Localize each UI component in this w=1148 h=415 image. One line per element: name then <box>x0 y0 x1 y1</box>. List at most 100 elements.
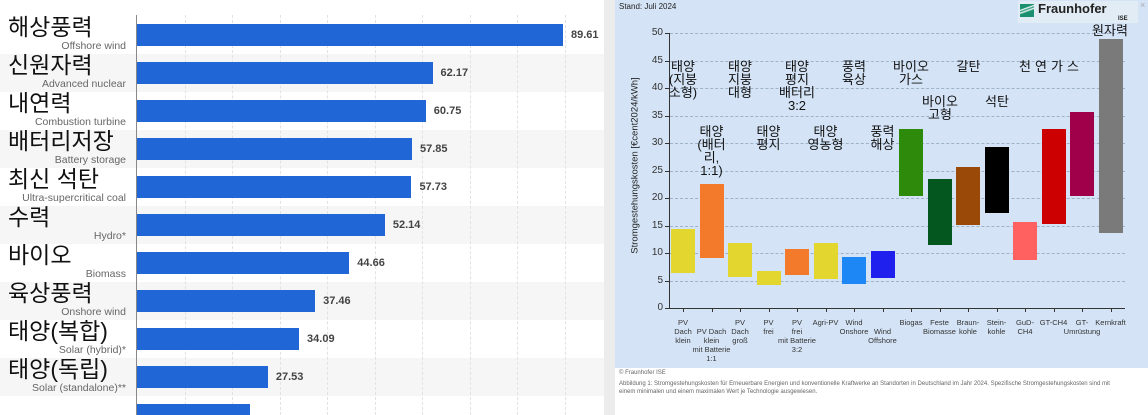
x-tick <box>1082 308 1083 312</box>
category-label: Combustion turbine <box>34 116 126 128</box>
bar[interactable] <box>137 328 300 350</box>
label-line: 바이오 <box>893 59 929 74</box>
label-line: CH4 <box>1017 327 1033 336</box>
label-line: 태양 <box>728 59 752 74</box>
gridline <box>422 15 424 415</box>
bar[interactable] <box>137 404 251 415</box>
range-bar[interactable] <box>728 242 752 277</box>
label-line: 태양 <box>756 124 781 139</box>
x-tick-label: GT- Umrüstung <box>1064 318 1101 336</box>
label-line: 스 <box>1067 59 1079 74</box>
range-bar[interactable] <box>899 129 923 197</box>
label-line: 3:2 <box>787 98 807 113</box>
gridline <box>469 15 471 415</box>
value-label: 57.73 <box>419 181 447 193</box>
x-tick <box>882 308 884 312</box>
y-axis-line <box>669 33 670 308</box>
range-bar[interactable] <box>699 184 724 258</box>
range-bar[interactable] <box>813 243 838 280</box>
bar[interactable] <box>137 366 268 388</box>
korean-overlay-label: 태양(독립) <box>8 356 108 382</box>
range-bar[interactable] <box>1070 112 1094 197</box>
range-bar[interactable] <box>927 179 952 246</box>
range-bar[interactable] <box>984 146 1009 213</box>
x-tick-label: Biogas <box>900 318 923 327</box>
category-label: Ultra-supercritical coal <box>22 192 126 204</box>
value-label: 60.75 <box>433 105 462 117</box>
bar[interactable] <box>137 290 316 312</box>
label-line: 원자력 <box>1092 23 1128 38</box>
korean-overlay-label: 천 <box>1019 60 1031 73</box>
label-line: 태양 <box>671 59 695 74</box>
logo-text: Fraunhofer <box>1038 1 1107 16</box>
bar[interactable] <box>137 62 433 84</box>
panel-divider <box>604 0 615 415</box>
label-line: 대형 <box>728 85 752 100</box>
korean-overlay-label: 배터리저장 <box>8 128 114 154</box>
korean-overlay-label: 육상풍력 <box>8 280 93 306</box>
range-bar[interactable] <box>785 248 809 275</box>
label-line: Feste <box>930 318 949 327</box>
bar-row <box>0 358 604 396</box>
bar[interactable] <box>137 138 412 160</box>
gridline <box>670 88 1125 89</box>
category-label: Offshore wind <box>61 40 126 52</box>
logo-sub-text: ISE <box>1118 16 1128 22</box>
x-tick-label: PV Dach groß <box>731 318 749 345</box>
y-tick <box>665 253 669 254</box>
y-axis-line <box>136 15 137 415</box>
y-tick <box>665 88 669 89</box>
label-line: 3:2 <box>791 345 803 354</box>
bar[interactable] <box>137 214 385 236</box>
label-line: mit Batterie <box>692 345 731 354</box>
value-label: 62.17 <box>440 67 469 79</box>
y-tick <box>665 33 669 34</box>
chart-background <box>615 0 1148 368</box>
bar[interactable] <box>137 100 426 122</box>
range-bar[interactable] <box>1098 38 1123 234</box>
gridline <box>564 15 566 415</box>
range-bar[interactable] <box>956 166 980 225</box>
range-bar[interactable] <box>671 228 695 274</box>
range-bar[interactable] <box>1041 128 1066 224</box>
x-tick <box>968 308 969 312</box>
figure-caption: Abbildung 1: Stromgestehungskosten für E… <box>619 381 1110 395</box>
x-tick <box>911 308 912 312</box>
x-tick-label: GT-CH4 <box>1040 318 1068 327</box>
label-line: mit Batterie <box>778 336 816 345</box>
logo-mark-icon <box>1020 4 1034 17</box>
y-tick-label: 10 <box>651 247 663 258</box>
range-bar[interactable] <box>756 270 781 286</box>
range-bar[interactable] <box>1013 222 1037 261</box>
x-tick-label: PV frei mit Batterie 3:2 <box>778 318 816 354</box>
left-bar-chart: Offshore wind 89.61 Advanced nuclear 62.17 C… <box>0 0 604 415</box>
bar[interactable] <box>137 176 412 198</box>
bar[interactable] <box>137 252 350 274</box>
x-tick <box>740 308 741 312</box>
label-line: Agri-PV <box>812 318 839 327</box>
korean-overlay-label: 바이오 가스 <box>893 60 929 86</box>
label-line: 소형) <box>668 85 698 100</box>
korean-overlay-label: 연 <box>1035 60 1047 73</box>
label-line: 평지 <box>785 72 809 87</box>
bar[interactable] <box>137 24 563 46</box>
korean-overlay-label: 갈탄 <box>957 60 981 73</box>
x-tick-label: PV Dach klein <box>674 318 692 345</box>
x-tick <box>1025 308 1026 312</box>
y-axis-label: Stromgestehungskosten [€cent2024/kWh] <box>629 77 641 254</box>
label-line: 풍력 <box>870 124 895 139</box>
gridline <box>670 60 1125 62</box>
korean-overlay-label: 태양(복합) <box>8 318 108 344</box>
close-icon[interactable]: × <box>1140 0 1146 10</box>
x-tick-label: Kernkraft <box>1095 318 1125 327</box>
x-tick-label: Wind Offshore <box>868 327 897 345</box>
x-tick-label: PV frei <box>763 318 773 336</box>
label-line: Umrüstung <box>1063 327 1101 336</box>
fraunhofer-logo: Fraunhofer ISE <box>1018 1 1138 23</box>
y-tick-label: 45 <box>651 54 663 66</box>
range-bar[interactable] <box>842 257 866 285</box>
range-bar[interactable] <box>870 251 895 278</box>
label-line: Kernkraft <box>1095 318 1126 327</box>
label-line: Wind <box>873 327 892 336</box>
label-line: PV <box>734 318 746 327</box>
